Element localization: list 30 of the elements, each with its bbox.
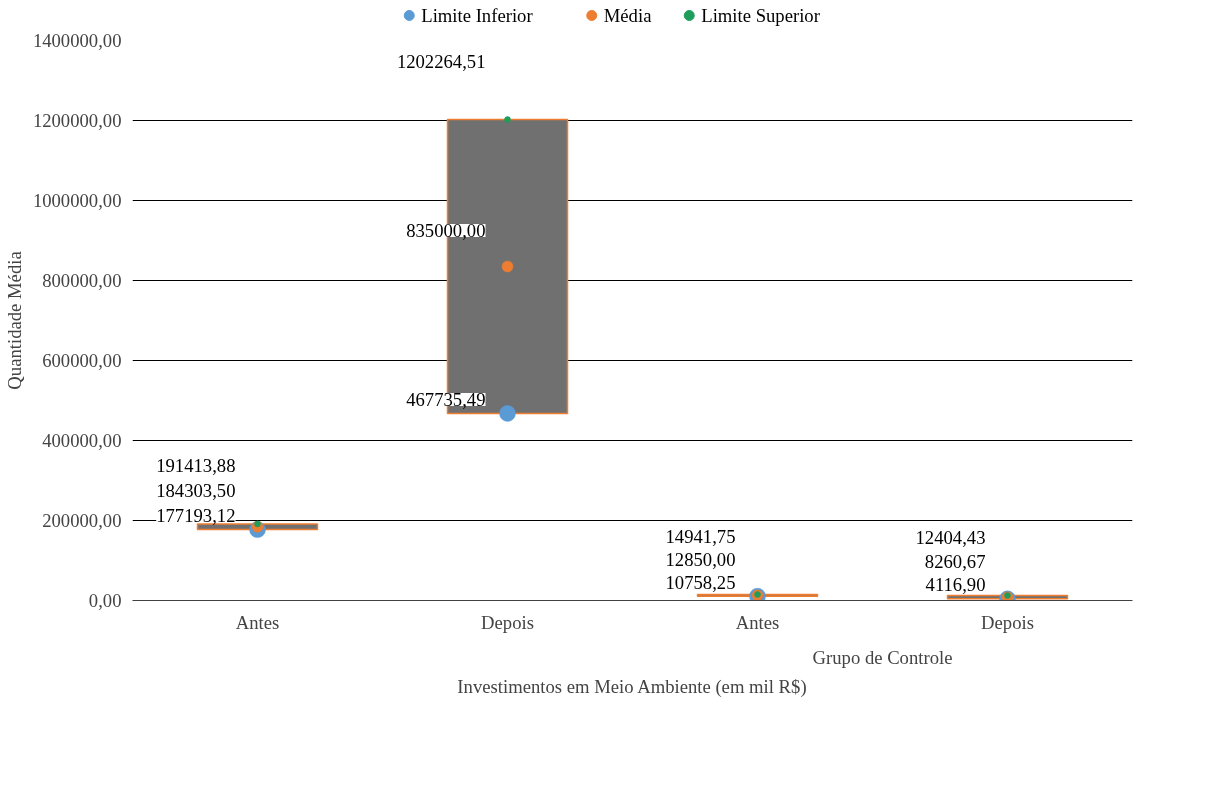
x-tick-label: Antes [235,611,280,633]
data-label: 12850,00 [665,548,736,570]
data-label: 10758,25 [665,571,736,593]
data-label: 467735,49 [406,388,486,410]
y-tick-label: 800000,00 [42,270,122,291]
legend-label: Média [603,5,653,26]
data-label: 835000,00 [406,220,486,241]
y-axis-title: Quantidade Média [3,250,25,390]
legend-label: Limite Inferior [421,5,534,26]
data-label: 177193,12 [156,505,236,527]
y-tick-label: 0,00 [88,590,122,611]
y-tick-label: 1200000,00 [32,110,122,131]
data-label: 14941,75 [665,526,736,548]
y-tick-label: 1400000,00 [32,30,122,51]
data-label: 4116,90 [925,574,986,596]
data-label: 191413,88 [156,455,236,477]
x-tick-label: Depois [981,611,1034,633]
x-tick-label: Depois [481,611,534,633]
y-tick-label: 200000,00 [42,510,122,531]
data-label: 184303,50 [156,480,236,502]
y-tick-label: 400000,00 [42,430,122,451]
y-tick-label: 600000,00 [42,350,122,371]
y-tick-label: 1000000,00 [32,190,122,211]
x-axis-title: Investimentos em Meio Ambiente (em mil R$) [457,675,807,698]
data-label: 8260,67 [924,550,986,572]
legend-label: Limite Superior [701,5,821,26]
x-tick-label: Antes [735,611,780,633]
data-label: 12404,43 [915,527,986,549]
text: Grupo de Controle [812,646,953,668]
data-label: 1202264,51 [396,51,486,73]
